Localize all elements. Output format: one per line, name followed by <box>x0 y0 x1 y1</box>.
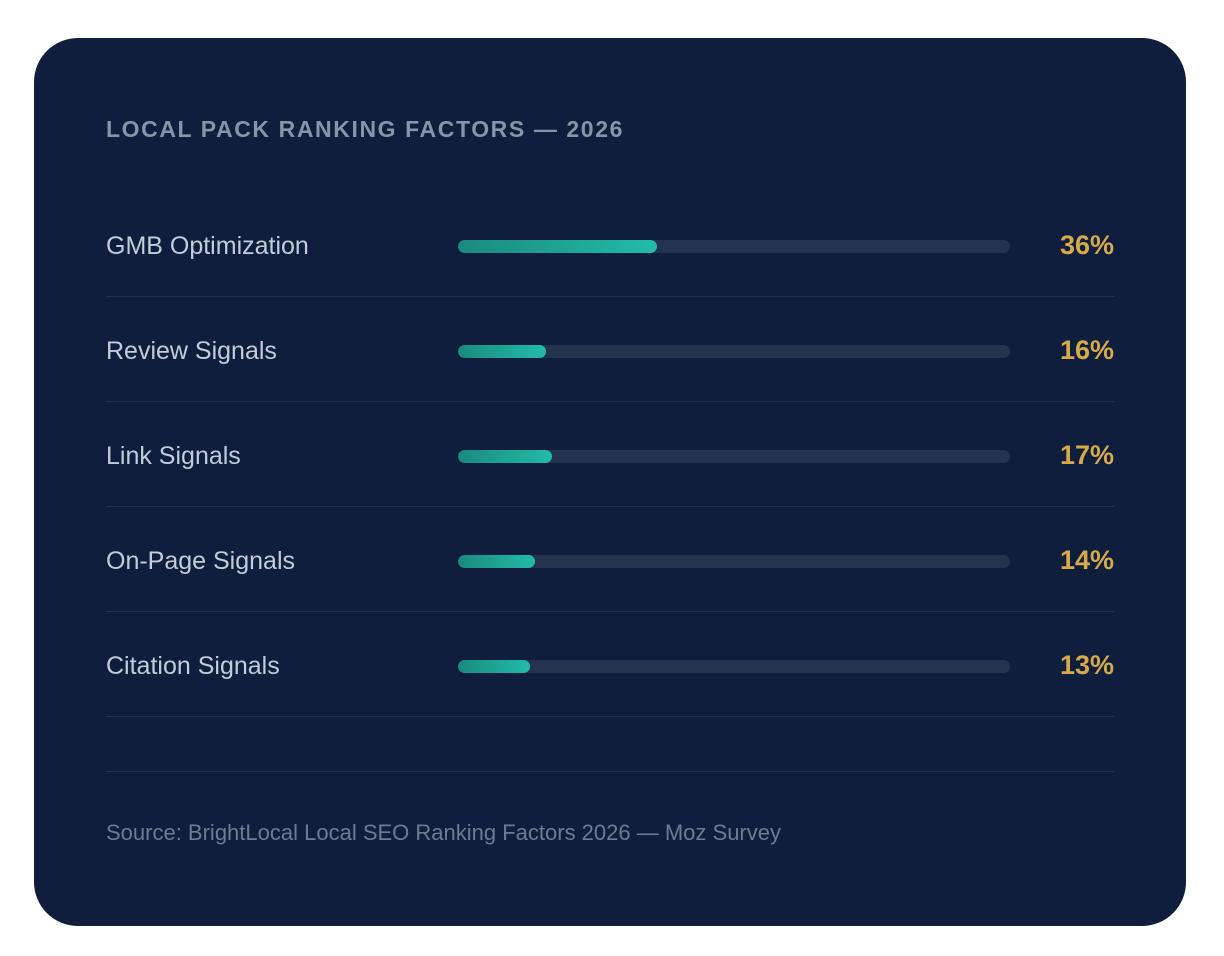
bar-value-label: 14% <box>1059 545 1114 575</box>
footer-divider <box>106 771 1114 772</box>
bar-label: GMB Optimization <box>106 232 309 260</box>
bar-track <box>458 660 1010 673</box>
bar-track <box>458 555 1010 568</box>
source-note: Source: BrightLocal Local SEO Ranking Fa… <box>106 820 781 845</box>
bar-row: Link Signals 17% <box>106 402 1114 507</box>
bar-fill <box>458 555 536 568</box>
bar-label: Citation Signals <box>106 652 280 680</box>
bar-track <box>458 345 1010 358</box>
bar-fill <box>458 240 657 253</box>
bar-rows: GMB Optimization 36% Review Signals 16% Link… <box>106 192 1114 717</box>
bar-value-label: 17% <box>1059 440 1114 470</box>
bar-row: On-Page Signals 14% <box>106 507 1114 612</box>
bar-value-label: 36% <box>1059 230 1114 260</box>
chart-title: LOCAL PACK RANKING FACTORS — 2026 <box>106 116 624 142</box>
bar-track <box>458 450 1010 463</box>
bar-label: Review Signals <box>106 337 277 365</box>
bar-label: On-Page Signals <box>106 547 296 575</box>
bar-row: Review Signals 16% <box>106 297 1114 402</box>
bar-track <box>458 240 1010 253</box>
chart-card: LOCAL PACK RANKING FACTORS — 2026 GMB Op… <box>34 38 1186 926</box>
bar-row: Citation Signals 13% <box>106 612 1114 717</box>
bar-fill <box>458 345 547 358</box>
bar-value-label: 16% <box>1059 335 1114 365</box>
bar-value-label: 13% <box>1059 650 1114 680</box>
bar-fill <box>458 660 530 673</box>
bar-label: Link Signals <box>106 442 241 470</box>
bar-row: GMB Optimization 36% <box>106 192 1114 297</box>
bar-fill <box>458 450 552 463</box>
